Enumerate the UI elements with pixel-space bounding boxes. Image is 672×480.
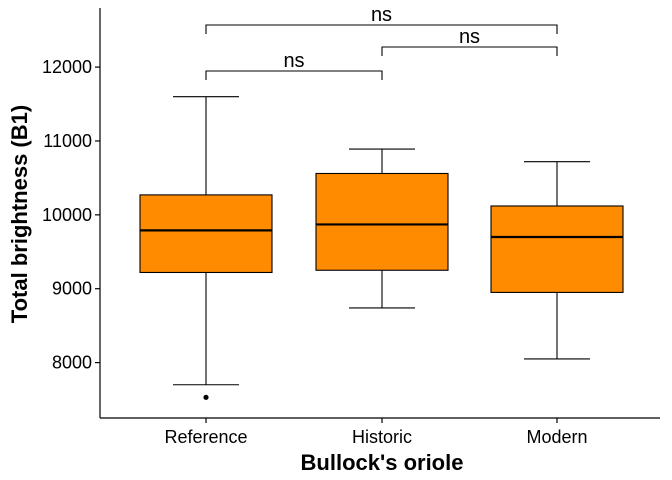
x-tick-label: Reference bbox=[164, 427, 247, 447]
y-tick-label: 11000 bbox=[43, 131, 92, 151]
x-axis-title: Bullock's oriole bbox=[301, 450, 464, 475]
bracket-reference-modern: ns bbox=[205, 4, 558, 34]
bracket-line bbox=[205, 24, 558, 34]
box-iqr bbox=[315, 172, 449, 271]
bracket-reference-historic: ns bbox=[205, 50, 383, 80]
box-iqr bbox=[139, 194, 273, 274]
y-tick-label: 8000 bbox=[52, 353, 92, 373]
bracket-historic-modern: ns bbox=[381, 26, 558, 56]
y-tick-label: 9000 bbox=[52, 279, 92, 299]
y-axis-title: Total brightness (B1) bbox=[7, 105, 32, 323]
box-reference bbox=[139, 96, 273, 400]
significance-label: ns bbox=[459, 26, 480, 48]
box-modern bbox=[490, 161, 624, 360]
bracket-line bbox=[205, 70, 383, 80]
significance-label: ns bbox=[283, 50, 304, 72]
x-tick-label: Modern bbox=[526, 427, 587, 447]
y-tick-label: 12000 bbox=[42, 57, 92, 77]
box-series bbox=[139, 96, 624, 400]
axes: 8000 9000 10000 11000 12000 Reference Historic… bbox=[42, 8, 660, 447]
outlier-point bbox=[203, 394, 209, 400]
y-tick-label: 10000 bbox=[42, 205, 92, 225]
box-iqr bbox=[490, 205, 624, 293]
bracket-line bbox=[381, 46, 558, 56]
box-historic bbox=[315, 148, 449, 309]
x-tick-label: Historic bbox=[352, 427, 412, 447]
significance-brackets: ns ns ns bbox=[205, 4, 558, 80]
significance-label: ns bbox=[371, 4, 392, 26]
